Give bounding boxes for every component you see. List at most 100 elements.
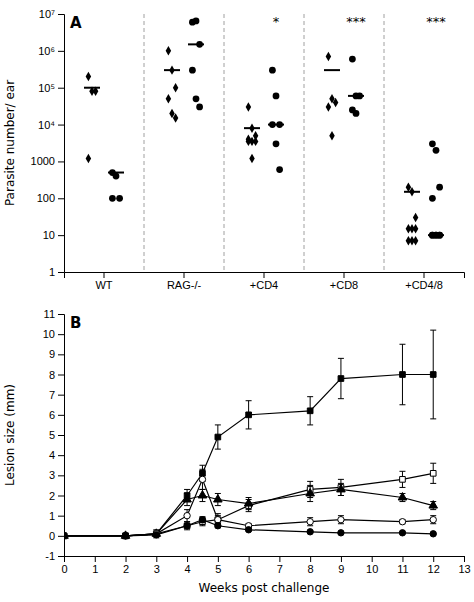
point — [116, 195, 123, 202]
series — [84, 46, 420, 245]
tick: WT — [95, 272, 112, 291]
tick-mark — [58, 235, 64, 236]
error-cap — [430, 509, 436, 510]
tick: 0 — [49, 530, 64, 542]
point — [199, 517, 205, 523]
tick: 8 — [308, 556, 314, 575]
tick: RAG-/- — [167, 272, 202, 291]
point — [429, 195, 436, 202]
group-separator — [224, 14, 225, 272]
point — [329, 131, 334, 140]
tick-label: WT — [95, 279, 112, 291]
point — [326, 102, 331, 111]
tick-mark — [58, 455, 64, 456]
series-line — [64, 375, 433, 536]
group-separators — [144, 14, 384, 272]
tick: 4 — [185, 556, 191, 575]
error-cap — [399, 471, 405, 472]
point — [326, 52, 331, 61]
point — [430, 517, 436, 523]
plot-area — [84, 14, 444, 272]
point — [307, 519, 313, 525]
error-cap — [215, 424, 221, 425]
error-cap — [430, 330, 436, 331]
tick-label: 11 — [397, 563, 408, 575]
error-cap — [199, 469, 205, 470]
series — [64, 517, 436, 540]
tick-label: 7 — [49, 389, 55, 401]
point — [430, 372, 436, 378]
tick-mark — [58, 556, 64, 557]
error-bar — [399, 344, 405, 405]
point — [184, 512, 190, 518]
tick: 9 — [338, 556, 344, 575]
error-bars — [64, 330, 436, 538]
point — [307, 529, 313, 535]
series-line — [64, 479, 433, 535]
tick-mark — [58, 354, 64, 355]
point — [269, 67, 276, 74]
point — [166, 46, 171, 55]
error-bar — [307, 518, 313, 526]
series — [64, 483, 438, 538]
error-cap — [246, 511, 252, 512]
point — [245, 527, 251, 533]
error-cap — [246, 400, 252, 401]
error-bar — [307, 397, 313, 425]
point — [123, 533, 129, 539]
point — [249, 154, 254, 163]
tick-mark — [58, 314, 64, 315]
error-cap — [307, 485, 313, 486]
tick-label: 2 — [123, 563, 129, 575]
error-cap — [246, 509, 252, 510]
tick-mark — [58, 88, 64, 89]
panel-title: B — [70, 314, 81, 332]
median-line — [268, 124, 284, 126]
group-separator — [304, 14, 305, 272]
y-axis: -101234567891011 — [43, 308, 65, 562]
annotation: * — [273, 14, 280, 29]
series — [64, 330, 436, 539]
point — [246, 412, 252, 418]
tick-mark — [184, 272, 185, 278]
tick-mark — [58, 395, 64, 396]
y-axis: 110100100010⁴10⁵10⁶10⁷ — [31, 8, 65, 278]
median-line — [404, 191, 420, 193]
series — [64, 463, 436, 538]
point — [173, 83, 178, 92]
error-cap — [338, 495, 344, 496]
point — [337, 484, 346, 491]
tick-label: 10⁷ — [39, 8, 55, 20]
error-cap — [199, 489, 205, 490]
axis-line — [58, 15, 65, 273]
point — [64, 533, 67, 539]
x-axis-title: Weeks post challenge — [199, 581, 330, 595]
tick-mark — [58, 14, 64, 15]
point — [214, 495, 223, 502]
tick-label: 10⁴ — [38, 119, 55, 131]
tick: 6 — [49, 409, 64, 421]
tick-mark — [58, 496, 64, 497]
error-cap — [307, 424, 313, 425]
tick-label: 1000 — [31, 155, 55, 167]
point — [276, 166, 283, 173]
tick-mark — [464, 556, 465, 562]
annotation: *** — [346, 14, 366, 29]
tick: 11 — [397, 556, 408, 575]
point — [253, 137, 258, 146]
tick: 2 — [49, 490, 64, 502]
tick: 10⁵ — [38, 82, 64, 94]
median-line — [244, 127, 260, 129]
tick-mark — [187, 556, 188, 562]
series-line — [64, 473, 433, 536]
error-bar — [184, 522, 190, 530]
series — [108, 18, 444, 239]
point — [433, 147, 440, 154]
error-bar — [430, 463, 436, 483]
tick-mark — [156, 556, 157, 562]
tick-mark — [218, 556, 219, 562]
point — [189, 67, 196, 74]
point — [399, 530, 405, 536]
x-axis: 012345678910111213 — [61, 556, 470, 575]
tick-label: 12 — [428, 563, 440, 575]
